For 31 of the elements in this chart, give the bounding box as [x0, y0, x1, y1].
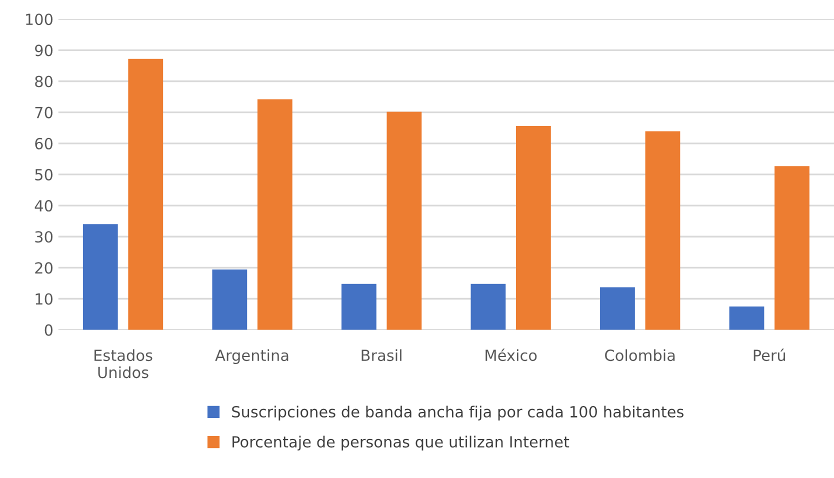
bar: [386, 112, 422, 330]
legend-label: Porcentaje de personas que utilizan Internet: [232, 436, 570, 451]
y-tick-label: 100: [26, 14, 53, 26]
bar: [341, 284, 376, 330]
y-tick-label: 30: [35, 231, 53, 243]
y-tick-label: 10: [36, 293, 53, 305]
bar: [774, 166, 810, 330]
y-tick-label: 90: [35, 44, 53, 56]
bar: [600, 287, 635, 330]
bar: [212, 270, 248, 330]
y-tick-label: 50: [35, 168, 53, 180]
bar: [516, 126, 551, 330]
bar: [128, 58, 164, 330]
bar: [645, 131, 680, 330]
x-tick-label: México: [486, 348, 537, 362]
y-tick-label: 20: [35, 262, 53, 274]
x-tick-label: Colombia: [605, 349, 675, 362]
bar: [82, 224, 118, 330]
x-tick-label: Argentina: [215, 349, 288, 364]
legend-label: Suscripciones de banda ancha fija por cada 100 habitantes: [232, 406, 684, 420]
y-tick-label: 80: [35, 76, 53, 88]
y-tick-label: 40: [34, 200, 53, 212]
x-tick-label: Brasil: [362, 349, 402, 362]
bar: [257, 99, 292, 330]
bar: [470, 284, 506, 330]
bar: [729, 306, 764, 330]
y-tick-label: 0: [44, 324, 53, 336]
x-tick-label: Estados Unidos: [94, 349, 152, 378]
y-tick-label: 70: [35, 106, 53, 118]
x-tick-label: Perú: [754, 348, 785, 362]
y-tick-label: 60: [35, 138, 53, 150]
